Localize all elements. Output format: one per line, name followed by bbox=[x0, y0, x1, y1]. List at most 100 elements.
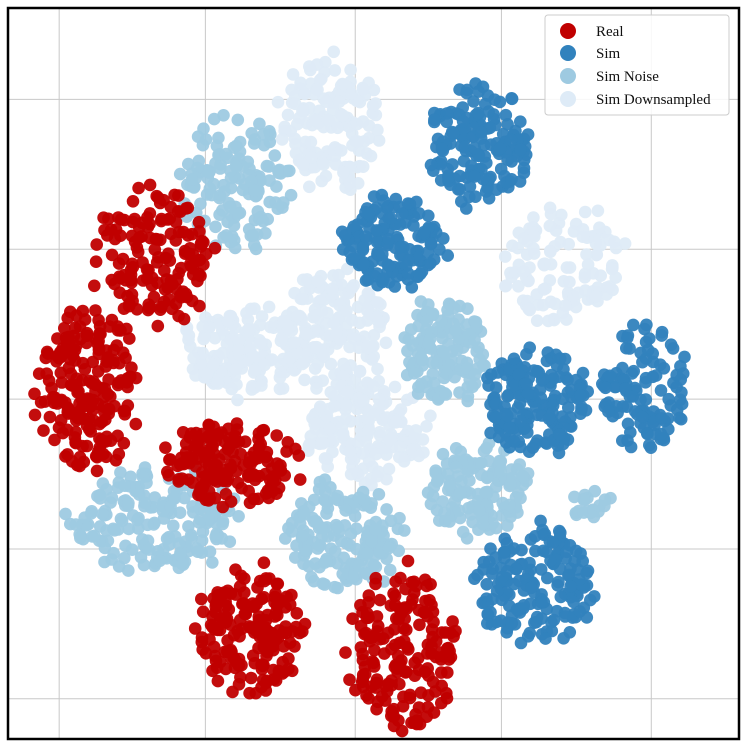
point-sim-noise-220 bbox=[414, 295, 428, 308]
point-sim-472 bbox=[562, 401, 575, 414]
point-sim-148 bbox=[455, 195, 468, 208]
point-sim-downsampled-400 bbox=[182, 333, 195, 347]
point-sim-downsampled-252 bbox=[589, 290, 602, 304]
point-sim-noise-747 bbox=[93, 488, 107, 502]
point-sim-107 bbox=[469, 190, 482, 203]
point-sim-downsampled-586 bbox=[371, 362, 384, 376]
point-real-487 bbox=[186, 476, 199, 489]
point-sim-downsampled-597 bbox=[295, 357, 309, 371]
point-sim-noise-108 bbox=[256, 215, 270, 228]
point-real-632 bbox=[279, 626, 293, 640]
point-sim-downsampled-207 bbox=[593, 221, 606, 234]
point-real-302 bbox=[76, 374, 89, 387]
plot-frame bbox=[6, 6, 741, 741]
point-sim-noise-405 bbox=[430, 475, 444, 488]
point-sim-752 bbox=[498, 532, 512, 546]
point-sim-downsampled-148 bbox=[317, 158, 331, 171]
point-sim-461 bbox=[553, 428, 566, 441]
points bbox=[28, 45, 691, 738]
point-real-665 bbox=[267, 643, 280, 657]
point-sim-noise-554 bbox=[392, 544, 406, 558]
point-real-821 bbox=[410, 714, 424, 727]
point-sim-downsampled-234 bbox=[605, 262, 619, 276]
point-sim-noise-257 bbox=[437, 371, 451, 385]
point-sim-downsampled-746 bbox=[412, 449, 426, 463]
point-sim-downsampled-8 bbox=[362, 131, 376, 145]
point-real-789 bbox=[397, 622, 411, 635]
point-real-669 bbox=[246, 600, 260, 613]
point-real-746 bbox=[384, 599, 398, 612]
point-sim-noise-277 bbox=[448, 370, 461, 384]
point-sim-downsampled-80 bbox=[278, 120, 292, 134]
point-sim-noise-482 bbox=[383, 563, 397, 577]
point-sim-305 bbox=[410, 195, 423, 209]
point-sim-254 bbox=[356, 241, 370, 255]
point-sim-284 bbox=[395, 207, 409, 220]
point-sim-575 bbox=[636, 410, 649, 424]
point-sim-downsampled-32 bbox=[286, 68, 300, 81]
point-sim-downsampled-752 bbox=[357, 394, 370, 407]
point-real-315 bbox=[28, 387, 41, 401]
point-real-497 bbox=[187, 442, 201, 455]
point-sim-283 bbox=[382, 232, 396, 246]
point-real-115 bbox=[114, 213, 128, 226]
point-real-336 bbox=[86, 393, 100, 407]
point-real-664 bbox=[223, 618, 237, 631]
point-sim-573 bbox=[639, 371, 653, 385]
point-sim-noise-266 bbox=[449, 324, 463, 338]
point-sim-downsampled-264 bbox=[594, 269, 607, 283]
point-sim-157 bbox=[475, 126, 488, 139]
point-real-146 bbox=[197, 258, 210, 271]
point-real-86 bbox=[89, 255, 103, 268]
point-sim-noise-128 bbox=[257, 128, 271, 141]
point-sim-downsampled-30 bbox=[327, 45, 341, 59]
point-sim-155 bbox=[501, 118, 514, 131]
point-sim-noise-124 bbox=[197, 122, 210, 135]
point-real-383 bbox=[216, 500, 230, 514]
point-real-658 bbox=[293, 626, 306, 640]
point-sim-104 bbox=[472, 85, 485, 98]
point-sim-downsampled-562 bbox=[291, 346, 304, 360]
point-sim-noise-120 bbox=[283, 164, 296, 178]
point-sim-473 bbox=[574, 389, 587, 402]
point-sim-downsampled-687 bbox=[326, 435, 340, 449]
point-sim-noise-756 bbox=[108, 524, 121, 537]
point-sim-downsampled-421 bbox=[223, 309, 237, 323]
point-sim-758 bbox=[490, 584, 504, 598]
legend-label-sim-noise: Sim Noise bbox=[596, 69, 659, 85]
point-real-488 bbox=[229, 435, 243, 448]
point-real-124 bbox=[168, 188, 181, 202]
point-sim-downsampled-103 bbox=[329, 158, 343, 171]
point-sim-noise-717 bbox=[172, 561, 186, 575]
point-sim-noise-494 bbox=[350, 542, 363, 556]
point-sim-noise-517 bbox=[293, 517, 307, 531]
point-sim-downsampled-221 bbox=[522, 274, 535, 288]
point-sim-noise-751 bbox=[142, 543, 156, 556]
point-sim-293 bbox=[347, 252, 361, 265]
point-sim-756 bbox=[477, 555, 491, 569]
point-sim-downsampled-393 bbox=[247, 349, 260, 363]
point-real-577 bbox=[257, 556, 271, 569]
point-real-131 bbox=[105, 248, 119, 262]
point-sim-downsampled-579 bbox=[367, 339, 380, 353]
point-real-339 bbox=[120, 376, 134, 389]
point-real-119 bbox=[162, 293, 176, 306]
point-sim-159 bbox=[453, 169, 467, 183]
point-sim-noise-516 bbox=[305, 570, 318, 584]
point-real-468 bbox=[175, 472, 189, 486]
point-real-215 bbox=[123, 332, 136, 345]
point-real-184 bbox=[28, 408, 42, 422]
point-sim-741 bbox=[544, 554, 557, 568]
point-sim-noise-295 bbox=[501, 519, 514, 532]
point-sim-746 bbox=[525, 581, 538, 595]
point-real-310 bbox=[69, 321, 82, 335]
point-sim-308 bbox=[362, 207, 376, 221]
point-sim-711 bbox=[534, 514, 547, 528]
point-sim-downsampled-93 bbox=[291, 117, 304, 131]
point-sim-noise-630 bbox=[167, 519, 180, 533]
point-sim-downsampled-140 bbox=[344, 63, 357, 77]
point-sim-downsampled-219 bbox=[542, 314, 555, 328]
point-sim-43 bbox=[467, 95, 480, 108]
point-real-634 bbox=[285, 588, 298, 602]
point-sim-noise-404 bbox=[475, 456, 488, 470]
